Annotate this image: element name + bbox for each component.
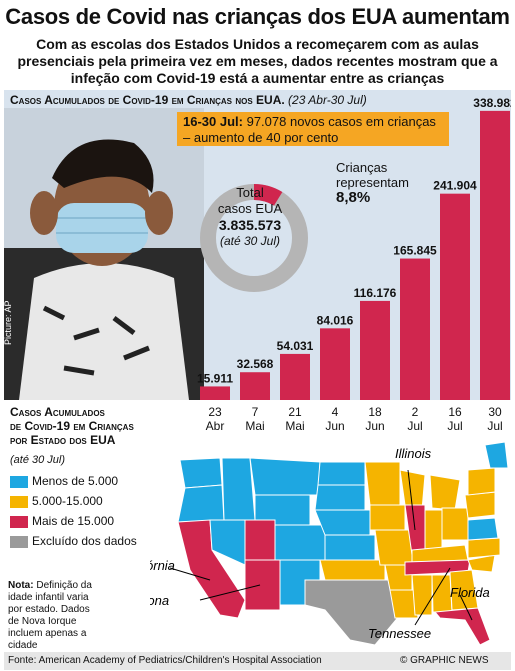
children-share-label: Crianças representam 8,8% — [336, 160, 409, 206]
bar-value-label-2: 54.031 — [277, 339, 314, 353]
state-louisiana — [389, 589, 419, 619]
infographic-subtitle: Com as escolas dos Estados Unidos a reco… — [17, 36, 498, 86]
state-pennsylvania — [464, 491, 496, 519]
bar-value-label-6: 241.904 — [433, 179, 477, 193]
label-arizona: Arizona — [150, 593, 169, 608]
state-missouri — [374, 529, 413, 566]
state-utah — [244, 519, 276, 561]
label-illinois: Illinois — [395, 446, 432, 461]
state-colorado — [274, 524, 326, 561]
state-minnesota — [364, 461, 401, 506]
label-tennessee: Tennessee — [368, 626, 431, 641]
bar-value-label-1: 32.568 — [237, 357, 274, 371]
bar-value-label-5: 165.845 — [393, 244, 437, 258]
bar-7 — [480, 110, 510, 401]
state-nebraska — [314, 509, 371, 536]
bar-2 — [280, 353, 310, 400]
state-michigan — [429, 474, 461, 511]
state-mississippi — [411, 574, 433, 616]
x-tick-label-2: 21 Mai — [285, 405, 305, 433]
map-subtitle: (até 30 Jul) — [10, 454, 66, 466]
state-indiana — [424, 509, 443, 551]
bar-0 — [200, 386, 230, 400]
footer-bar — [4, 652, 511, 670]
x-tick-label-1: 7 Mai — [245, 405, 265, 433]
bar-value-label-4: 116.176 — [354, 286, 397, 300]
credit-text: © GRAPHIC NEWS — [400, 655, 489, 666]
state-north-dakota — [317, 461, 366, 486]
state-wisconsin — [399, 469, 426, 511]
label-california: Califórnia — [150, 558, 175, 573]
x-tick-label-6: 16 Jul — [447, 405, 463, 433]
infographic-title: Casos de Covid nas crianças dos EUA aume… — [5, 4, 510, 29]
label-florida: Florida — [450, 585, 490, 600]
bar-value-label-0: 15.911 — [197, 371, 233, 385]
state-arizona — [244, 559, 281, 611]
state-new-england — [484, 441, 509, 469]
bar-3 — [320, 328, 350, 400]
state-florida — [434, 607, 491, 646]
state-idaho — [221, 457, 256, 521]
x-tick-label-4: 18 Jun — [365, 405, 385, 433]
state-ohio — [441, 507, 469, 541]
state-montana — [249, 457, 321, 496]
x-tick-label-5: 2 Jul — [407, 405, 423, 433]
us-states-map: Illinois Califórnia Arizona Tennessee Fl… — [150, 441, 509, 646]
state-kansas — [324, 534, 376, 561]
state-north-carolina — [467, 537, 501, 559]
state-new-york — [467, 467, 496, 496]
map-title: Casos Acumulados de Covid-19 em Crianças… — [10, 405, 134, 447]
bar-5 — [400, 258, 430, 400]
note: Nota: Definição da idade infantil varia … — [8, 580, 92, 651]
source-text: Fonte: American Academy of Pediatrics/Ch… — [8, 655, 322, 666]
child-photo — [4, 108, 204, 400]
donut-center-label: Total casos EUA 3.835.573 (até 30 Jul) — [217, 185, 283, 248]
x-tick-label-3: 4 Jun — [325, 405, 345, 433]
bar-value-label-7: 338.982 — [473, 96, 511, 110]
donut-children-slice — [253, 184, 283, 206]
state-oklahoma — [319, 559, 386, 581]
x-tick-label-7: 30 Jul — [487, 405, 503, 433]
x-axis: 23 Abr 7 Mai 21 Mai 4 Jun 18 Jun 2 Jul 16 Jul 30 Jul — [190, 405, 510, 441]
state-oregon — [177, 484, 225, 523]
x-tick-label-0: 23 Abr — [205, 405, 225, 433]
chart-title: Casos Acumulados de Covid-19 em Crianças… — [10, 93, 367, 107]
state-iowa — [369, 504, 406, 531]
annotation-box: 16-30 Jul: 97.078 novos casos em criança… — [177, 112, 449, 146]
state-south-dakota — [314, 484, 366, 511]
state-virginia — [467, 517, 499, 541]
bar-6 — [440, 193, 470, 400]
bar-1 — [240, 372, 270, 400]
bar-value-label-3: 84.016 — [317, 313, 354, 327]
state-washington — [179, 457, 223, 489]
bar-4 — [360, 300, 390, 400]
